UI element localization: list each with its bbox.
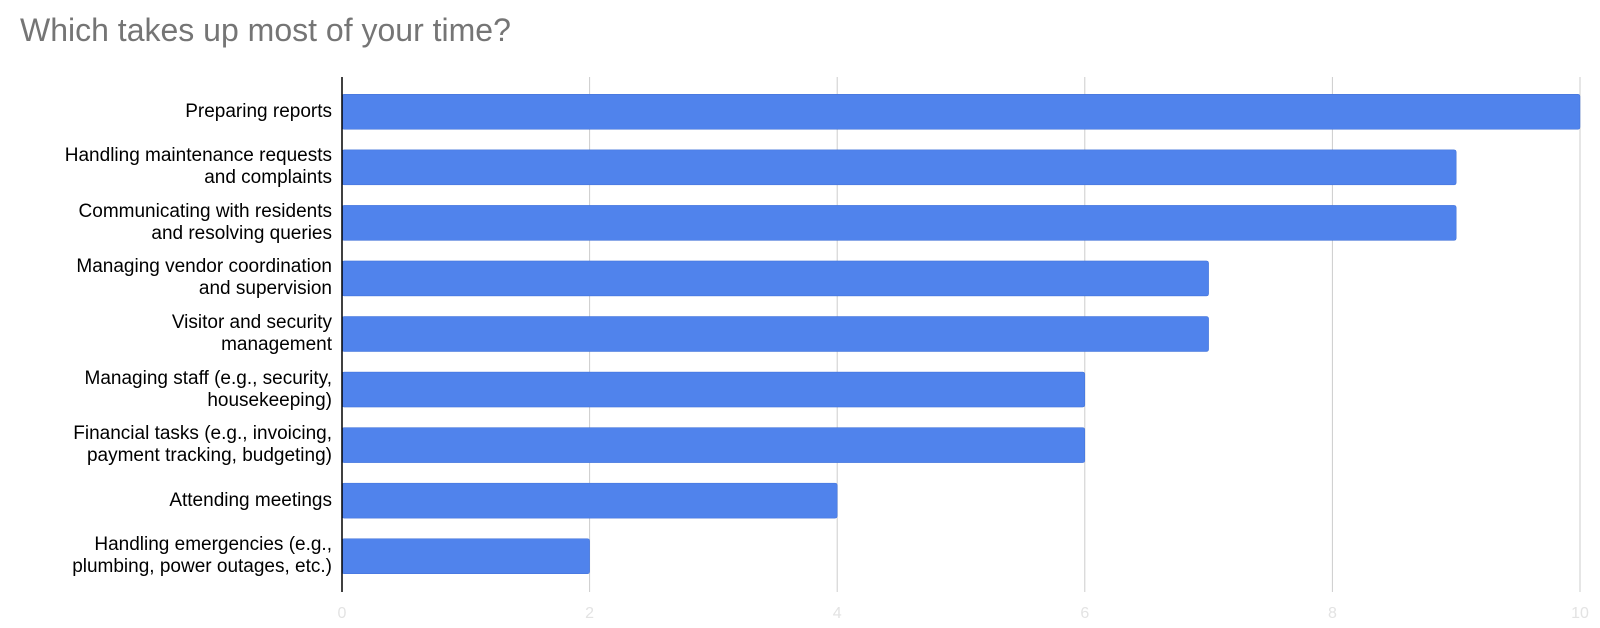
y-tick-label: Managing vendor coordination and supervi… (76, 256, 332, 300)
x-tick-label: 6 (1080, 605, 1089, 622)
y-tick-label: Visitor and security management (171, 312, 332, 355)
bar (341, 316, 1209, 352)
bar (341, 205, 1457, 241)
bar (341, 371, 1086, 408)
x-tick-label: 4 (833, 605, 842, 622)
bar (341, 538, 590, 574)
y-tick-label: Communicating with residents and resolvi… (78, 200, 332, 244)
x-tick-label: 8 (1328, 605, 1337, 622)
y-tick-label: Financial tasks (e.g., invoicing, paymen… (73, 423, 332, 467)
x-tick-label: 0 (338, 605, 347, 622)
y-tick-label: Attending meetings (169, 489, 332, 511)
bar (341, 94, 1581, 130)
y-tick-label: Managing staff (e.g., security, housekee… (84, 367, 332, 411)
bar (341, 149, 1457, 186)
x-tick-label: 10 (1571, 605, 1589, 622)
chart-title: Which takes up most of your time? (20, 12, 511, 48)
x-tick-label: 2 (585, 605, 594, 622)
y-tick-label: Handling maintenance requests and compla… (64, 145, 332, 189)
bar (341, 260, 1209, 297)
y-tick-label: Preparing reports (185, 100, 332, 122)
y-tick-label: Handling emergencies (e.g., plumbing, po… (72, 534, 332, 578)
bar (341, 427, 1086, 463)
bar (341, 482, 838, 519)
